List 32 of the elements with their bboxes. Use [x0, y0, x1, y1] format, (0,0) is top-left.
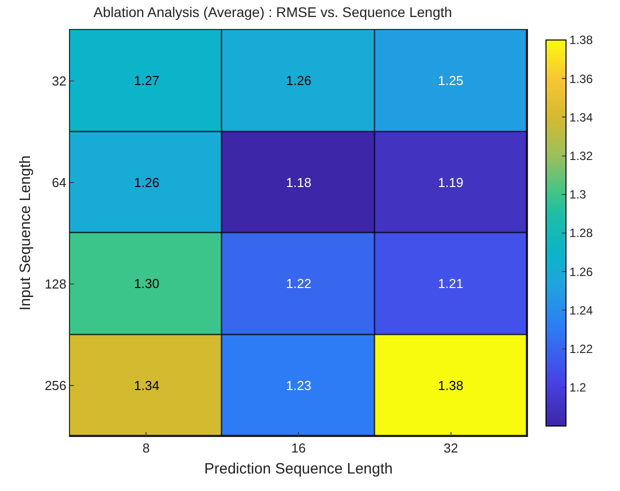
data-label: 1.23: [286, 378, 312, 393]
color-bar-label: 1.2: [569, 380, 586, 395]
data-label: 1.34: [134, 378, 160, 393]
color-bar-label: 1.28: [569, 226, 594, 240]
color-bar-label: 1.32: [569, 149, 594, 163]
x-tick-label: 16: [291, 440, 306, 456]
data-label: 1.21: [438, 276, 464, 291]
color-bar-label: 1.3: [569, 188, 586, 202]
data-label: 1.19: [438, 175, 464, 190]
x-axis-title: Prediction Sequence Length: [204, 460, 393, 478]
data-label: 1.38: [438, 378, 464, 393]
color-bar-label: 1.38: [569, 33, 594, 48]
x-tick-label: 8: [142, 440, 150, 456]
color-bar-label: 1.34: [569, 110, 594, 124]
y-tick-label: 128: [44, 276, 66, 292]
y-tick-label: 32: [52, 73, 66, 88]
data-label: 1.26: [134, 175, 160, 190]
data-label: 1.22: [286, 276, 312, 291]
color-bar-label: 1.24: [569, 303, 594, 318]
data-label: 1.18: [286, 175, 312, 190]
color-bar-label: 1.22: [569, 342, 594, 356]
chart-title: Ablation Analysis (Average) : RMSE vs. Sequence Length: [94, 4, 452, 20]
data-label: 1.27: [134, 73, 160, 88]
y-tick-label: 256: [44, 378, 66, 393]
data-label: 1.30: [134, 276, 160, 291]
y-axis-title: Input Sequence Length: [16, 155, 34, 311]
data-label: 1.25: [438, 73, 464, 88]
data-label: 1.26: [286, 73, 312, 88]
y-tick-label: 64: [52, 174, 66, 190]
x-tick-label: 32: [444, 440, 458, 456]
color-bar-label: 1.36: [569, 72, 594, 86]
color-bar-label: 1.26: [569, 264, 594, 279]
